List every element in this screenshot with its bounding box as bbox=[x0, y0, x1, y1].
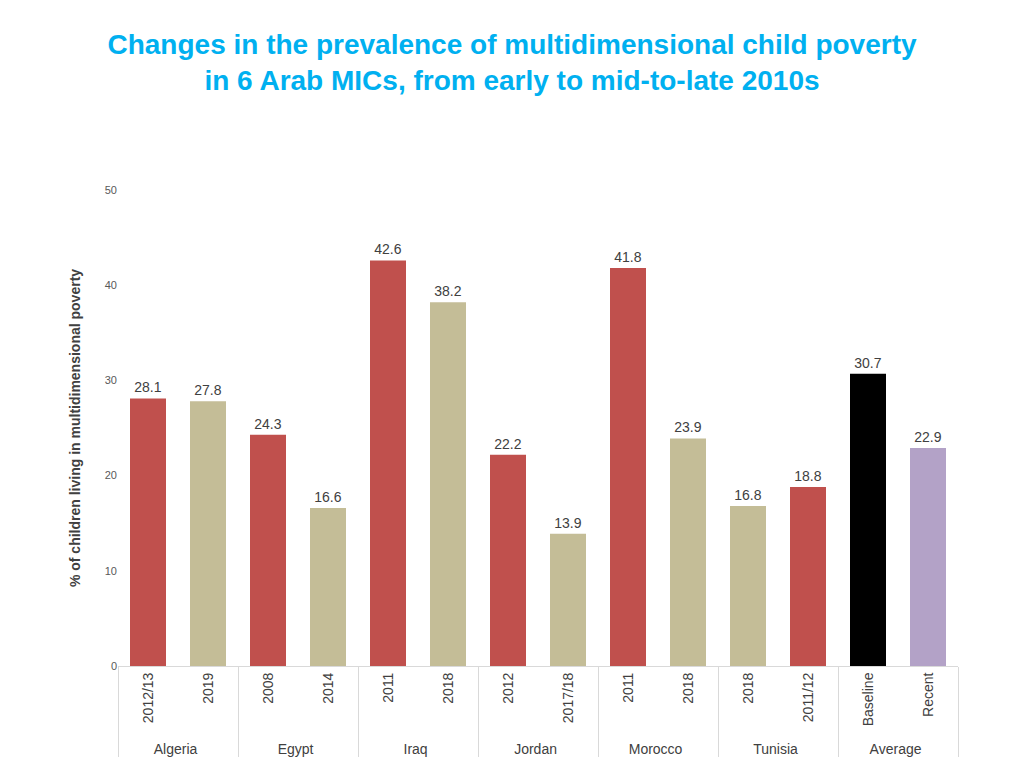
svg-text:% of children living in multid: % of children living in multidimensional… bbox=[67, 269, 83, 587]
svg-text:22.9: 22.9 bbox=[914, 429, 941, 445]
svg-text:2012: 2012 bbox=[500, 672, 516, 703]
svg-text:2012/13: 2012/13 bbox=[140, 672, 156, 723]
svg-text:2018: 2018 bbox=[680, 672, 696, 703]
svg-text:2018: 2018 bbox=[440, 672, 456, 703]
svg-text:40: 40 bbox=[105, 279, 117, 291]
svg-text:2019: 2019 bbox=[200, 672, 216, 703]
svg-text:10: 10 bbox=[105, 565, 117, 577]
svg-text:0: 0 bbox=[111, 660, 117, 672]
svg-text:30: 30 bbox=[105, 374, 117, 386]
svg-text:Tunisia: Tunisia bbox=[753, 741, 798, 757]
svg-text:Jordan: Jordan bbox=[514, 741, 557, 757]
svg-text:30.7: 30.7 bbox=[854, 355, 881, 371]
svg-text:Egypt: Egypt bbox=[278, 741, 314, 757]
svg-text:16.8: 16.8 bbox=[734, 487, 761, 503]
svg-text:13.9: 13.9 bbox=[554, 515, 581, 531]
svg-text:2011/12: 2011/12 bbox=[800, 672, 816, 722]
svg-text:42.6: 42.6 bbox=[374, 241, 401, 257]
svg-text:Algeria: Algeria bbox=[154, 741, 198, 757]
svg-text:38.2: 38.2 bbox=[434, 283, 461, 299]
svg-text:2011: 2011 bbox=[380, 672, 396, 702]
svg-text:Morocco: Morocco bbox=[629, 741, 683, 757]
svg-text:Average: Average bbox=[870, 741, 922, 757]
svg-text:28.1: 28.1 bbox=[134, 379, 161, 395]
svg-text:2017/18: 2017/18 bbox=[560, 672, 576, 723]
svg-text:50: 50 bbox=[105, 184, 117, 196]
svg-text:Changes in the prevalence of m: Changes in the prevalence of multidimens… bbox=[107, 29, 916, 96]
svg-text:24.3: 24.3 bbox=[254, 416, 281, 432]
svg-text:41.8: 41.8 bbox=[614, 249, 641, 265]
svg-text:Iraq: Iraq bbox=[403, 741, 427, 757]
svg-text:Baseline: Baseline bbox=[860, 672, 876, 726]
svg-text:16.6: 16.6 bbox=[314, 489, 341, 505]
svg-text:2014: 2014 bbox=[320, 672, 336, 703]
svg-text:18.8: 18.8 bbox=[794, 468, 821, 484]
svg-text:22.2: 22.2 bbox=[494, 436, 521, 452]
svg-text:20: 20 bbox=[105, 469, 117, 481]
svg-text:27.8: 27.8 bbox=[194, 382, 221, 398]
svg-text:2018: 2018 bbox=[740, 672, 756, 703]
svg-text:2011: 2011 bbox=[620, 672, 636, 702]
svg-text:Recent: Recent bbox=[920, 672, 936, 716]
svg-text:23.9: 23.9 bbox=[674, 419, 701, 435]
svg-text:2008: 2008 bbox=[260, 672, 276, 703]
